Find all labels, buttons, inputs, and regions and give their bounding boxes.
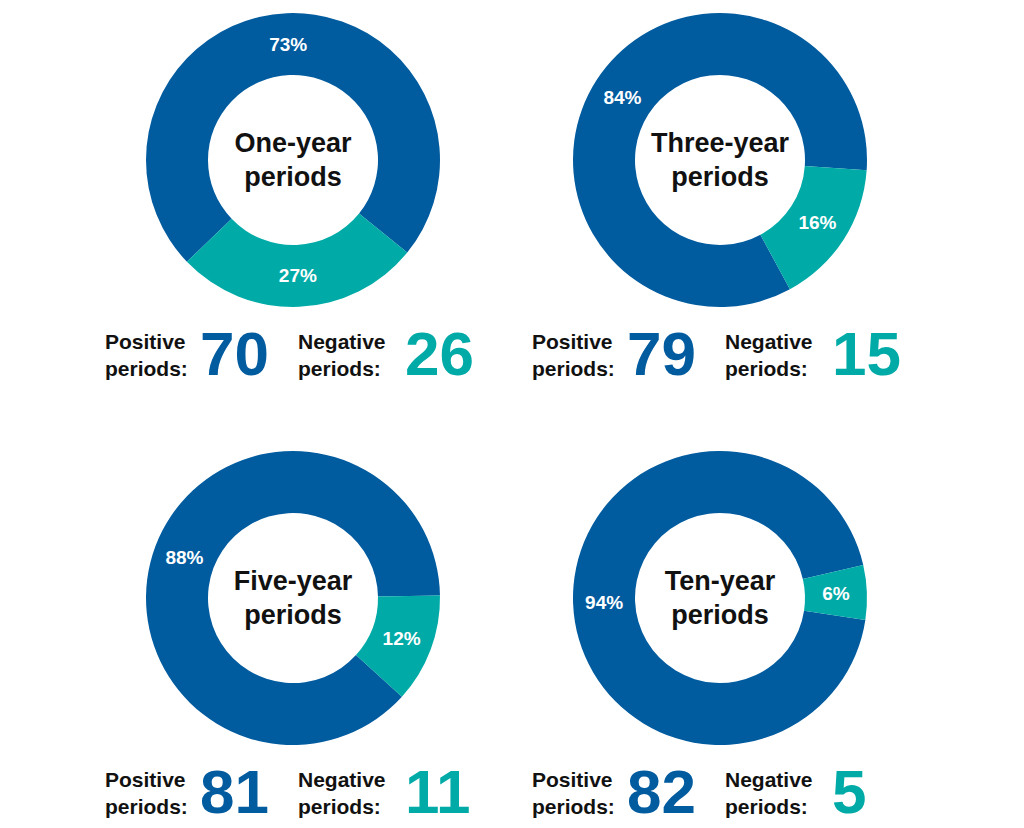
svg-text:27%: 27% xyxy=(279,265,317,286)
html-text:periods:: periods: xyxy=(725,795,808,818)
html-text:Positive: Positive xyxy=(105,768,186,791)
html-text:Positive: Positive xyxy=(532,768,613,791)
html-text:periods: periods xyxy=(244,162,342,192)
html-text:Positive: Positive xyxy=(105,330,186,353)
svg-text:84%: 84% xyxy=(603,87,641,108)
html-text:periods:: periods: xyxy=(105,357,188,380)
html-text:Three-year: Three-year xyxy=(651,128,789,158)
html-text:periods:: periods: xyxy=(532,795,615,818)
html-text:15: 15 xyxy=(832,319,901,388)
html-text:periods: periods xyxy=(671,162,769,192)
html-text:11: 11 xyxy=(405,757,471,826)
html-text:82: 82 xyxy=(627,757,696,826)
html-text:81: 81 xyxy=(200,757,269,826)
html-text:Negative: Negative xyxy=(725,330,813,353)
svg-text:94%: 94% xyxy=(585,592,623,613)
svg-text:73%: 73% xyxy=(269,34,307,55)
html-text:periods:: periods: xyxy=(105,795,188,818)
html-text:periods:: periods: xyxy=(298,357,381,380)
svg-text:12%: 12% xyxy=(383,628,421,649)
html-text:5: 5 xyxy=(832,757,867,826)
html-text:periods: periods xyxy=(244,600,342,630)
html-text:periods:: periods: xyxy=(298,795,381,818)
html-text:70: 70 xyxy=(200,319,269,388)
svg-text:6%: 6% xyxy=(822,583,850,604)
html-text:One-year: One-year xyxy=(234,128,352,158)
html-text:79: 79 xyxy=(627,319,696,388)
html-text:Negative: Negative xyxy=(725,768,813,791)
html-text:periods:: periods: xyxy=(725,357,808,380)
html-text:periods:: periods: xyxy=(532,357,615,380)
html-text:26: 26 xyxy=(405,319,474,388)
svg-text:16%: 16% xyxy=(798,212,836,233)
svg-text:88%: 88% xyxy=(165,547,203,568)
html-text:Five-year: Five-year xyxy=(233,566,353,596)
html-text:Ten-year: Ten-year xyxy=(664,566,776,596)
html-text:Positive: Positive xyxy=(532,330,613,353)
html-text:Negative: Negative xyxy=(298,768,386,791)
html-text:periods: periods xyxy=(671,600,769,630)
html-text:Negative: Negative xyxy=(298,330,386,353)
